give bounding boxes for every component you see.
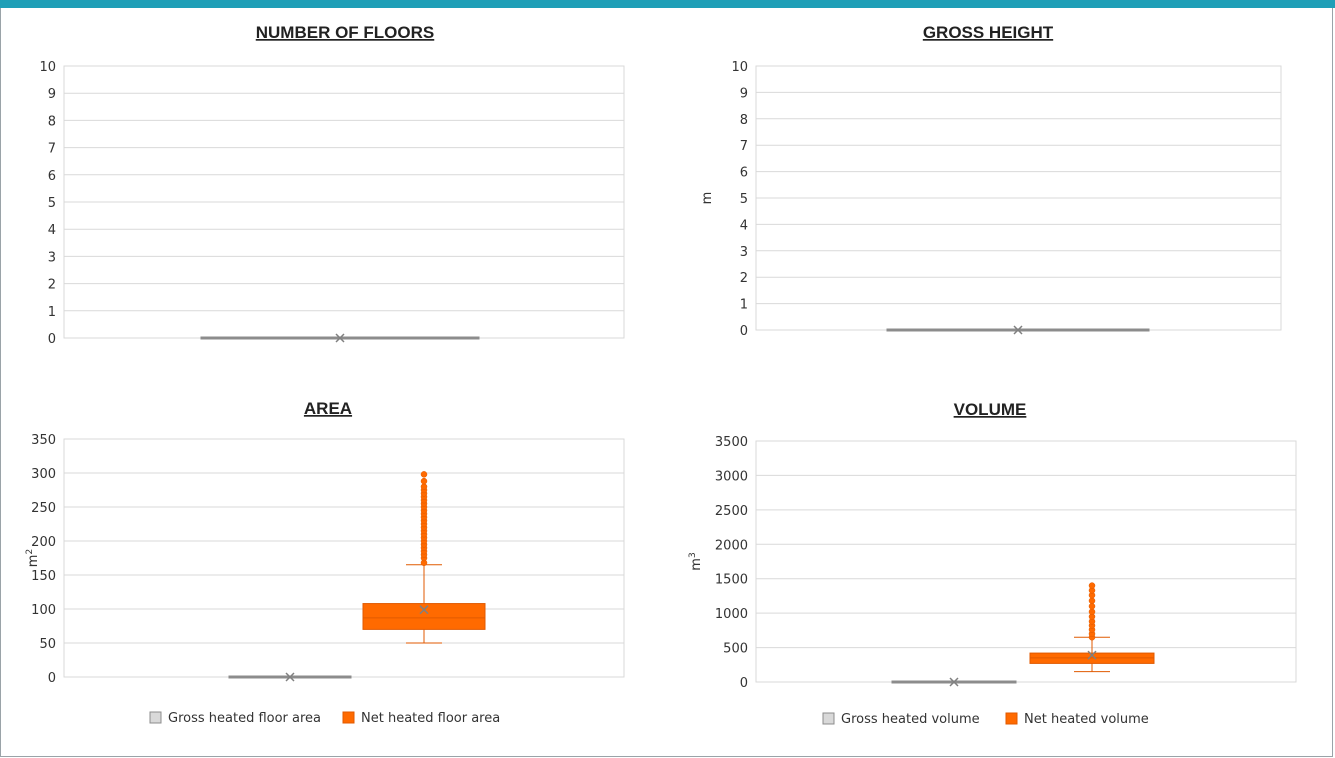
y-tick-label: 4: [48, 223, 56, 238]
y-tick-label: 200: [31, 535, 56, 550]
y-axis-unit: m: [689, 558, 704, 571]
y-axis-label: m: [700, 192, 715, 205]
y-tick-label: 3500: [715, 435, 748, 450]
legend-swatch: [822, 712, 835, 725]
legend-label: Net heated floor area: [361, 711, 500, 726]
y-tick-label: 0: [740, 324, 748, 339]
legend-label: Net heated volume: [1024, 712, 1149, 727]
y-axis-label: m3: [688, 552, 704, 570]
y-tick-label: 7: [740, 139, 748, 154]
y-tick-label: 5: [740, 192, 748, 207]
y-tick-label: 6: [740, 166, 748, 181]
outlier-point: [1088, 582, 1096, 589]
legend-label: Gross heated volume: [841, 712, 980, 727]
outlier-point: [420, 477, 428, 485]
y-tick-label: 500: [723, 642, 748, 657]
mean-marker: [1013, 325, 1023, 335]
chart-title: NUMBER OF FLOORS: [256, 23, 435, 42]
y-axis-unit-exponent: 2: [25, 549, 35, 555]
mean-marker: [335, 333, 345, 343]
chart-title: GROSS HEIGHT: [923, 23, 1054, 42]
chart-area: AREA 0 50 100 150 200 250 300 350 m2 Gross heated …: [25, 399, 625, 726]
chart-title: AREA: [304, 399, 352, 418]
y-tick-label: 10: [731, 60, 748, 75]
y-tick-label: 0: [48, 671, 56, 686]
y-tick-label: 350: [31, 433, 56, 448]
y-tick-label: 4: [740, 218, 748, 233]
y-axis-unit-exponent: 3: [688, 552, 698, 558]
box-iqr: [362, 603, 486, 630]
y-tick-label: 1: [740, 298, 748, 313]
y-tick-label: 7: [48, 142, 56, 157]
y-tick-label: 8: [740, 113, 748, 128]
y-tick-label: 3: [48, 250, 56, 265]
mean-marker: [285, 672, 295, 682]
plot-area: [755, 440, 1297, 683]
y-axis-label: m2: [25, 549, 41, 567]
y-tick-label: 1000: [715, 607, 748, 622]
y-tick-label: 2500: [715, 504, 748, 519]
y-tick-label: 9: [48, 87, 56, 102]
legend-swatch: [1005, 712, 1018, 725]
y-tick-label: 5: [48, 196, 56, 211]
y-tick-label: 300: [31, 467, 56, 482]
y-tick-label: 2: [740, 271, 748, 286]
outlier-point: [1088, 603, 1096, 610]
legend-swatch: [342, 711, 355, 724]
y-tick-label: 250: [31, 501, 56, 516]
y-tick-label: 2000: [715, 538, 748, 553]
header-bar: [0, 0, 1335, 8]
y-tick-label: 100: [31, 603, 56, 618]
y-axis-unit: m: [26, 555, 41, 568]
legend-label: Gross heated floor area: [168, 711, 321, 726]
chart-title: VOLUME: [954, 400, 1027, 419]
y-tick-label: 8: [48, 114, 56, 129]
chart-gross-height: GROSS HEIGHT 0 1 2 3 4 5 6 7 8 9 10 m: [700, 23, 1282, 339]
chart-volume: VOLUME 0 500 1000 1500 2000 2500 3000 3500 m3 Gros…: [688, 400, 1297, 727]
mean-marker: [949, 677, 959, 687]
mean-marker: [1087, 650, 1097, 660]
outlier-point: [420, 471, 428, 478]
y-tick-label: 2: [48, 278, 56, 293]
y-tick-label: 3000: [715, 469, 748, 484]
y-tick-label: 10: [39, 60, 56, 75]
y-tick-label: 150: [31, 569, 56, 584]
y-tick-label: 0: [740, 676, 748, 691]
y-axis-unit: m: [700, 192, 715, 205]
outlier-point: [420, 483, 428, 490]
y-tick-label: 9: [740, 86, 748, 101]
y-tick-label: 1500: [715, 573, 748, 588]
outlier-point: [1088, 608, 1096, 616]
y-tick-label: 0: [48, 332, 56, 347]
plot-area: [63, 438, 625, 678]
chart-number-of-floors: NUMBER OF FLOORS 0 1 2 3 4 5 6 7 8 9 10: [39, 23, 625, 347]
legend-swatch: [149, 711, 162, 724]
y-tick-label: 6: [48, 169, 56, 184]
y-tick-label: 3: [740, 245, 748, 260]
outlier-point: [1088, 597, 1096, 604]
y-tick-label: 1: [48, 305, 56, 320]
mean-marker: [419, 605, 429, 615]
y-tick-label: 50: [39, 637, 56, 652]
